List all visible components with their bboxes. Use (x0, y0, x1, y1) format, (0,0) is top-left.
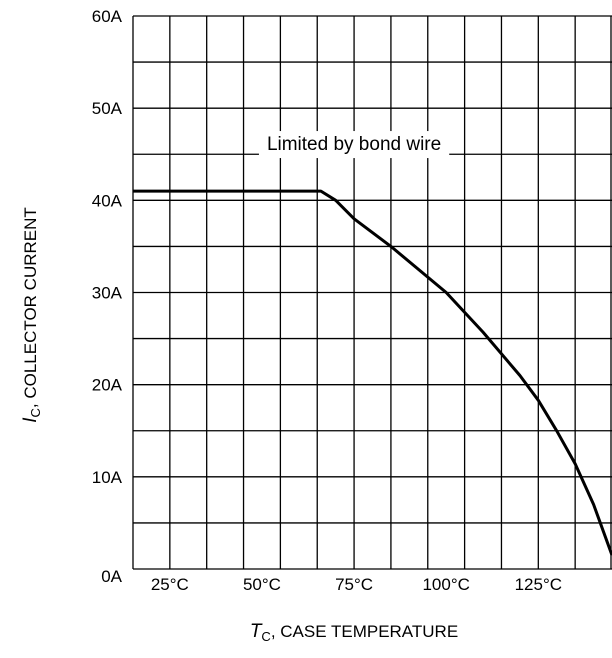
grid (132, 15, 612, 570)
y-tick-label: 20A (92, 376, 123, 395)
annotation-background (258, 131, 450, 159)
x-tick-label: 100°C (422, 575, 469, 594)
y-tick-label: 50A (92, 99, 123, 118)
x-axis-title: TC, CASE TEMPERATURE (250, 621, 458, 644)
x-tick-labels: 25°C 50°C 75°C 100°C 125°C (151, 575, 562, 594)
x-axis-text: , CASE TEMPERATURE (271, 622, 458, 641)
x-tick-label: 50°C (243, 575, 281, 594)
series-layer (133, 189, 612, 556)
y-axis-title: IC, COLLECTOR CURRENT (20, 207, 43, 423)
x-axis-symbol: T (250, 621, 263, 642)
y-axis-symbol: I (20, 417, 41, 423)
y-tick-label: 0A (101, 567, 122, 586)
y-tick-label: 60A (92, 7, 123, 26)
x-axis-subscript: C (261, 629, 270, 644)
y-tick-label: 30A (92, 284, 123, 303)
y-axis-text: , COLLECTOR CURRENT (21, 207, 40, 408)
series-line-1 (133, 189, 612, 556)
y-tick-labels: 0A 10A 20A 30A 40A 50A 60A (92, 7, 123, 586)
x-tick-label: 125°C (515, 575, 562, 594)
y-axis-subscript: C (28, 408, 43, 417)
x-tick-label: 25°C (151, 575, 189, 594)
y-tick-label: 10A (92, 468, 123, 487)
x-tick-label: 75°C (335, 575, 373, 594)
annotation-label: Limited by bond wire (267, 134, 441, 155)
y-tick-label: 40A (92, 191, 123, 210)
annotation-layer: Limited by bond wire (258, 131, 450, 159)
